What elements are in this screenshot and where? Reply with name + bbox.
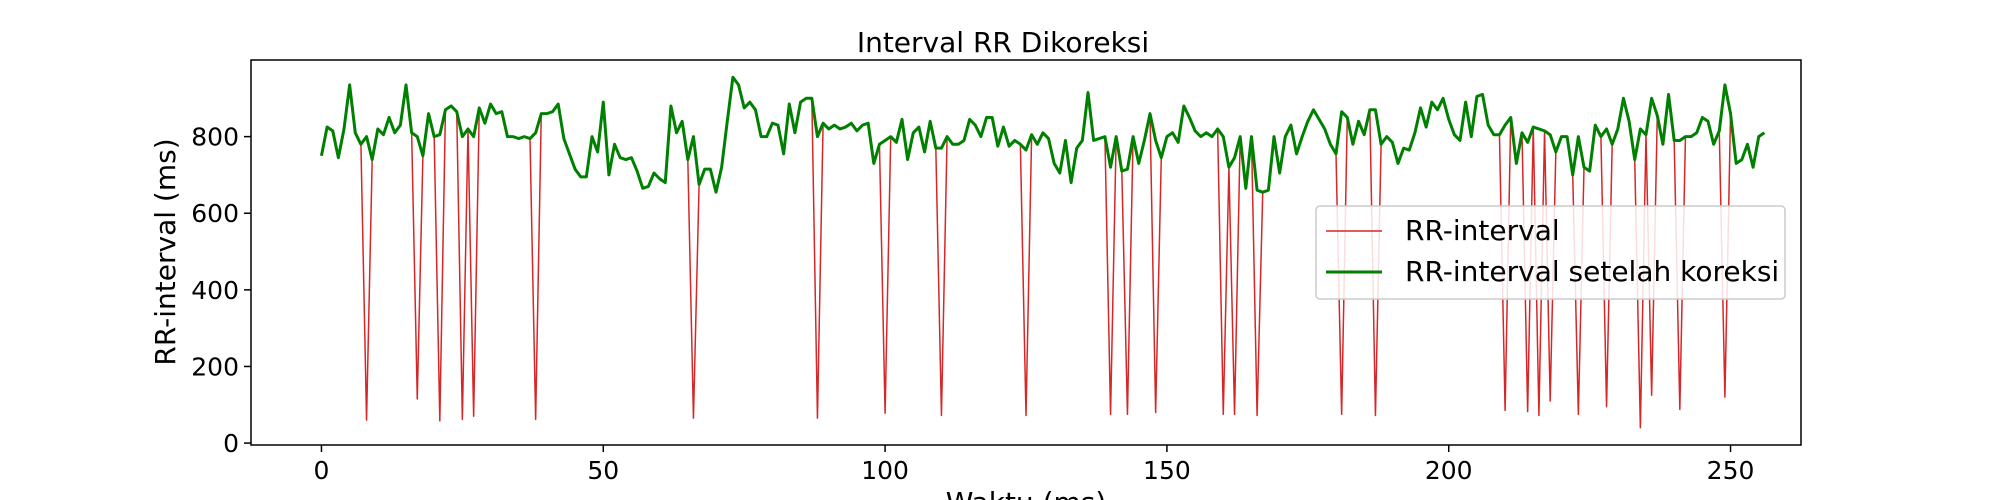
legend: RR-interval RR-interval setelah koreksi xyxy=(1315,205,1786,300)
x-tick-label: 100 xyxy=(861,456,909,485)
x-tick-label: 250 xyxy=(1707,456,1755,485)
y-tick-label: 400 xyxy=(191,276,239,305)
chart-title: Interval RR Dikoreksi xyxy=(857,26,1149,59)
y-tick-label: 200 xyxy=(191,352,239,381)
y-tick-label: 800 xyxy=(191,123,239,152)
legend-label-rr-interval-corrected: RR-interval setelah koreksi xyxy=(1405,255,1779,288)
y-tick-label: 0 xyxy=(223,429,239,458)
y-axis: 0 200 400 600 800 xyxy=(191,123,251,458)
rr-interval-corrected-line xyxy=(319,75,1766,194)
axes-frame xyxy=(250,59,1802,446)
legend-box xyxy=(1315,205,1786,300)
x-tick-label: 50 xyxy=(587,456,619,485)
y-axis-label: RR-interval (ms) xyxy=(149,138,182,365)
x-tick-label: 150 xyxy=(1143,456,1191,485)
y-tick-label: 600 xyxy=(191,199,239,228)
x-tick-label: 0 xyxy=(314,456,330,485)
x-axis: 0 50 100 150 200 250 xyxy=(314,445,1755,485)
x-tick-label: 200 xyxy=(1425,456,1473,485)
legend-label-rr-interval: RR-interval xyxy=(1405,214,1560,247)
series-rr-interval-corrected xyxy=(319,75,1766,194)
x-axis-label: Waktu (ms) xyxy=(946,486,1107,500)
